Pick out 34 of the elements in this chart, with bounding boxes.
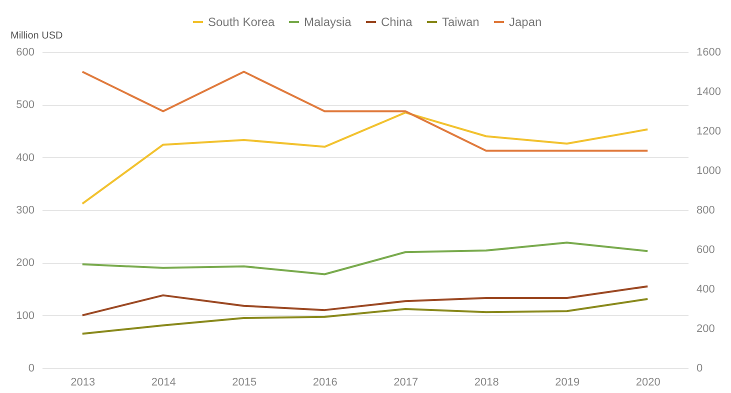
y2-tick-label: 1200 xyxy=(696,126,721,138)
y-tick-label: 0 xyxy=(28,362,34,374)
y-tick-label: 500 xyxy=(16,99,34,112)
y2-tick-label: 200 xyxy=(696,323,715,335)
y2-tick-label: 600 xyxy=(696,244,715,256)
legend-label: South Korea xyxy=(208,15,276,29)
x-tick-label: 2020 xyxy=(636,376,660,388)
x-tick-label: 2013 xyxy=(70,376,96,388)
y-tick-label: 200 xyxy=(16,257,34,270)
y2-tick-label: 1000 xyxy=(696,165,721,177)
legend-label: Japan xyxy=(509,15,542,29)
line-series xyxy=(81,285,649,316)
x-tick-label: 2014 xyxy=(151,376,176,388)
x-tick-label: 2015 xyxy=(232,376,257,388)
line-series xyxy=(81,112,649,205)
legend-label: Malaysia xyxy=(304,15,352,29)
y2-tick-label: 1600 xyxy=(696,46,721,58)
line-series xyxy=(81,242,649,276)
y-tick-label: 400 xyxy=(16,152,34,164)
legend-label: China xyxy=(381,15,413,29)
y-tick-label: 100 xyxy=(16,310,34,322)
y2-tick-label: 0 xyxy=(696,362,703,374)
legend-label: Taiwan xyxy=(442,15,480,29)
y2-tick-label: 400 xyxy=(696,284,715,296)
y-tick-label: 300 xyxy=(16,204,34,216)
y-axis-title: Million USD xyxy=(10,30,63,42)
line-series xyxy=(81,298,649,335)
x-tick-label: 2016 xyxy=(312,376,338,388)
y2-tick-label: 800 xyxy=(696,204,715,216)
y2-tick-label: 1400 xyxy=(696,86,721,98)
x-tick-label: 2018 xyxy=(474,376,499,388)
x-tick-label: 2017 xyxy=(394,376,418,388)
x-tick-label: 2019 xyxy=(555,376,580,388)
y-tick-label: 600 xyxy=(16,46,34,58)
